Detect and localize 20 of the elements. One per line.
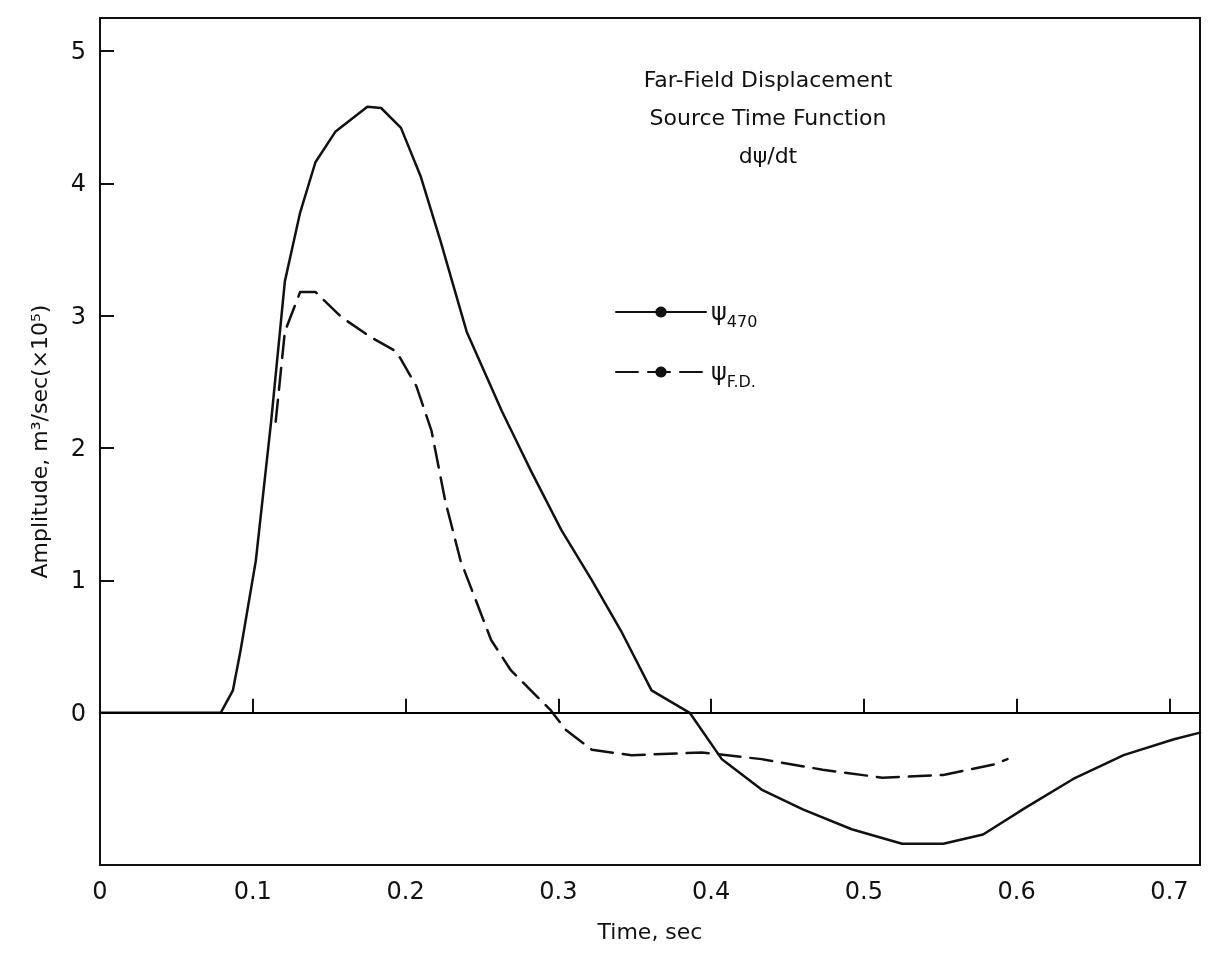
x-tick-label: 0.4 xyxy=(692,877,731,905)
y-tick-label: 4 xyxy=(70,169,86,198)
annotation: dψ/dt xyxy=(738,142,798,168)
x-tick-label: 0.6 xyxy=(997,877,1036,905)
y-tick-label: 2 xyxy=(70,434,86,463)
y-tick-label: 0 xyxy=(70,698,86,727)
annotation: Far-Field Displacement xyxy=(643,66,893,92)
x-tick-label: 0.5 xyxy=(844,877,883,905)
x-tick-label: 0.1 xyxy=(233,877,272,905)
x-tick-label: 0.2 xyxy=(386,877,425,905)
x-axis-title: Time, sec xyxy=(596,918,703,944)
y-tick-label: 1 xyxy=(70,566,86,595)
annotation: Source Time Function xyxy=(649,104,887,130)
line-series xyxy=(274,290,1009,779)
x-tick-label: 0.7 xyxy=(1150,877,1189,905)
x-tick-label: 0 xyxy=(92,877,108,905)
y-axis-title: Amplitude, m³/sec(×10⁵) xyxy=(26,304,52,579)
x-tick-label: 0.3 xyxy=(539,877,578,905)
y-tick-label: 5 xyxy=(70,37,86,66)
y-tick-label: 3 xyxy=(70,301,86,330)
